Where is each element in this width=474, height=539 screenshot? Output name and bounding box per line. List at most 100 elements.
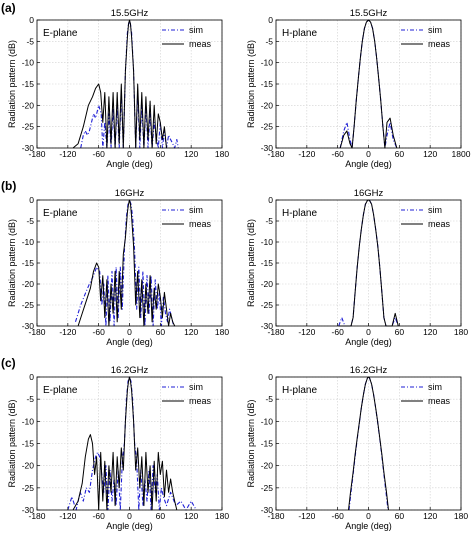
series-line-meas — [72, 19, 167, 149]
legend-label-meas: meas — [428, 219, 451, 229]
legend-label-meas: meas — [189, 396, 212, 406]
subplot-5: -180 -120 -60 0 60 120 180 0 -5 -10 -15 -20 -25 -30 16… — [7, 365, 229, 531]
x-tick-label: -60 — [93, 327, 106, 337]
y-tick-label: -5 — [26, 36, 34, 46]
x-tick-label: 0 — [127, 149, 132, 159]
x-tick-label: -60 — [93, 511, 106, 521]
x-tick-label: 60 — [156, 149, 166, 159]
y-tick-label: -20 — [22, 100, 35, 110]
x-tick-label: 120 — [184, 327, 198, 337]
y-axis-label: Radiation pattern (dB) — [7, 399, 17, 487]
y-tick-label: -25 — [261, 300, 274, 310]
y-tick-label: -15 — [22, 258, 35, 268]
x-tick-label: -180 — [28, 511, 45, 521]
y-tick-label: -25 — [261, 122, 274, 132]
y-tick-label: -30 — [22, 321, 35, 331]
x-tick-label: 120 — [423, 511, 437, 521]
x-tick-label: -60 — [332, 149, 345, 159]
x-tick-label: 180 — [215, 511, 229, 521]
x-tick-label: 0 — [127, 511, 132, 521]
y-axis-label: Radiation pattern (dB) — [7, 219, 17, 307]
x-tick-label: 120 — [184, 511, 198, 521]
series-line-sim — [67, 376, 197, 511]
y-tick-label: -25 — [22, 483, 35, 493]
y-axis-label: Radiation pattern (dB) — [246, 40, 256, 128]
y-tick-label: -25 — [22, 300, 35, 310]
x-tick-label: -180 — [28, 327, 45, 337]
y-tick-label: -10 — [22, 58, 35, 68]
x-axis-label: Angle (deg) — [106, 521, 153, 531]
x-tick-label: 120 — [184, 149, 198, 159]
legend-label-sim: sim — [428, 25, 442, 35]
y-tick-label: -30 — [261, 505, 274, 515]
y-tick-label: 0 — [29, 195, 34, 205]
series-line-sim — [80, 19, 179, 149]
series-line-meas — [72, 376, 178, 511]
series-line-meas — [77, 199, 176, 327]
x-tick-label: -120 — [59, 511, 76, 521]
y-tick-label: -25 — [22, 122, 35, 132]
x-tick-label: 180 — [454, 511, 468, 521]
x-tick-label: 180 — [215, 327, 229, 337]
legend-label-sim: sim — [428, 205, 442, 215]
y-axis-label: Radiation pattern (dB) — [7, 40, 17, 128]
legend-label-sim: sim — [189, 382, 203, 392]
x-tick-label: -180 — [267, 327, 284, 337]
y-tick-label: -15 — [261, 79, 274, 89]
x-axis-label: Angle (deg) — [106, 337, 153, 347]
y-tick-label: -20 — [22, 461, 35, 471]
y-tick-label: 0 — [268, 15, 273, 25]
subplot-title: 15.5GHz — [111, 8, 149, 19]
x-tick-label: -120 — [59, 149, 76, 159]
y-tick-label: 0 — [29, 372, 34, 382]
y-tick-label: 0 — [268, 372, 273, 382]
y-tick-label: -15 — [261, 258, 274, 268]
x-tick-label: 180 — [454, 327, 468, 337]
x-tick-label: -120 — [298, 149, 315, 159]
subplot-grid: -180 -120 -60 0 60 120 1800-5-10-15-20-25-3015… — [7, 8, 471, 531]
y-tick-label: -5 — [26, 394, 34, 404]
x-tick-label: 180 — [215, 149, 229, 159]
x-tick-label: 60 — [156, 327, 166, 337]
subplot-1: -180 -120 -60 0 60 120 180 0 -5 -10 -15 -20 -25 -30 15… — [7, 8, 229, 169]
y-tick-label: 0 — [29, 15, 34, 25]
legend-label-sim: sim — [428, 382, 442, 392]
y-tick-label: -5 — [265, 216, 273, 226]
x-tick-label: 1800 — [452, 149, 471, 159]
x-tick-label: 60 — [395, 149, 405, 159]
y-tick-label: -20 — [261, 461, 274, 471]
plane-label: H-plane — [282, 28, 317, 39]
subplot-3: -180 -120 -60 0 60 120 180 0 -5 -10 -15 -20 -25 -30 16… — [7, 188, 229, 347]
legend-label-meas: meas — [428, 396, 451, 406]
y-tick-label: -25 — [261, 483, 274, 493]
y-tick-label: -10 — [22, 416, 35, 426]
x-axis-label: Angle (deg) — [345, 521, 392, 531]
row-label-c: (c) — [1, 356, 16, 370]
row-label-a: (a) — [1, 1, 16, 15]
legend-label-meas: meas — [189, 39, 212, 49]
y-axis-label: Radiation pattern (dB) — [246, 219, 256, 307]
x-tick-label: -60 — [332, 327, 345, 337]
x-tick-label: -120 — [59, 327, 76, 337]
x-axis-label: Angle (deg) — [345, 159, 392, 169]
x-tick-label: 0 — [366, 327, 371, 337]
plane-label: E-plane — [43, 28, 78, 39]
y-tick-label: -10 — [261, 416, 274, 426]
row-label-b: (b) — [1, 179, 16, 193]
x-tick-label: -60 — [332, 511, 345, 521]
x-tick-label: 60 — [395, 327, 405, 337]
x-tick-label: 120 — [423, 149, 437, 159]
legend-label-meas: meas — [189, 219, 212, 229]
y-tick-label: -5 — [265, 36, 273, 46]
x-tick-label: 0 — [366, 149, 371, 159]
y-axis-label: Radiation pattern (dB) — [246, 399, 256, 487]
x-tick-label: -180 — [267, 511, 284, 521]
y-tick-label: -30 — [261, 143, 274, 153]
subplot-title: 16.2GHz — [350, 365, 388, 376]
y-tick-label: -5 — [265, 394, 273, 404]
x-tick-label: -120 — [298, 327, 315, 337]
x-tick-label: 60 — [395, 511, 405, 521]
legend-label-sim: sim — [189, 25, 203, 35]
y-tick-label: -20 — [22, 279, 35, 289]
